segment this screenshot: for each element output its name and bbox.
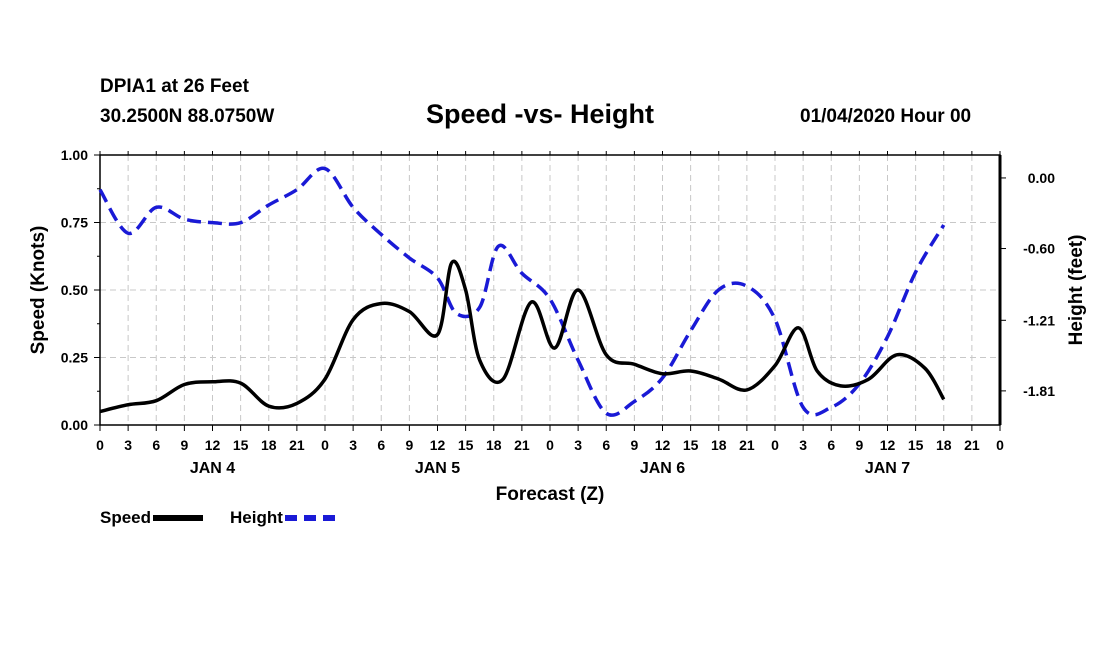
- day-label: JAN 5: [415, 460, 460, 477]
- x-tick-label: 12: [655, 437, 671, 453]
- x-tick-label: 15: [233, 437, 249, 453]
- x-tick-label: 12: [205, 437, 221, 453]
- x-tick-label: 15: [683, 437, 699, 453]
- y2-tick-label: 0.00: [1028, 170, 1055, 186]
- x-tick-label: 6: [827, 437, 835, 453]
- y-tick-label: 1.00: [61, 147, 88, 163]
- y-axis-right: 0.00 -0.60 -1.21 -1.81: [1000, 170, 1055, 399]
- coordinates-label: 30.2500N 88.0750W: [100, 106, 275, 127]
- x-tick-label: 21: [964, 437, 980, 453]
- x-tick-label: 15: [458, 437, 474, 453]
- x-tick-label: 3: [574, 437, 582, 453]
- speed-series-line: [99, 259, 946, 414]
- y-axis-left: 0.00 0.25 0.50 0.75 1.00: [61, 147, 100, 433]
- x-tick-label: 6: [602, 437, 610, 453]
- x-tick-label: 12: [880, 437, 896, 453]
- grid-lines: [100, 155, 1000, 425]
- x-axis: 0 3 6 9 12 15 18 21 0 3 6 9 12 15 18 21 0 3 6 9 12 15 18 21 0 3 6 9…: [96, 151, 1004, 477]
- day-label: JAN 4: [190, 460, 235, 477]
- x-tick-label: 21: [289, 437, 305, 453]
- x-tick-label: 0: [546, 437, 554, 453]
- x-tick-label: 9: [180, 437, 188, 453]
- forecast-datetime: 01/04/2020 Hour 00: [800, 106, 972, 127]
- y2-tick-label: -0.60: [1023, 241, 1055, 257]
- station-label: DPIA1 at 26 Feet: [100, 76, 249, 97]
- x-tick-label: 0: [96, 437, 104, 453]
- x-tick-label: 3: [124, 437, 132, 453]
- legend-speed: Speed: [100, 508, 204, 528]
- x-tick-label: 18: [711, 437, 727, 453]
- x-tick-label: 18: [936, 437, 952, 453]
- day-label: JAN 6: [640, 460, 685, 477]
- x-tick-label: 12: [430, 437, 446, 453]
- x-tick-label: 6: [152, 437, 160, 453]
- x-tick-label: 0: [771, 437, 779, 453]
- legend-height: Height: [230, 508, 335, 528]
- x-tick-label: 6: [377, 437, 385, 453]
- x-tick-label: 18: [486, 437, 502, 453]
- y2-tick-label: -1.81: [1023, 383, 1055, 399]
- x-tick-label: 21: [514, 437, 530, 453]
- x-tick-label: 21: [739, 437, 755, 453]
- chart-title: Speed -vs- Height: [426, 99, 655, 129]
- x-tick-label: 3: [349, 437, 357, 453]
- y-axis-label: Speed (Knots): [28, 226, 49, 355]
- legend-height-label: Height: [230, 508, 283, 527]
- x-axis-label: Forecast (Z): [496, 484, 605, 505]
- legend-speed-label: Speed: [100, 508, 152, 527]
- y-tick-label: 0.75: [61, 215, 88, 231]
- legend-speed-swatch: [153, 515, 204, 521]
- x-tick-label: 9: [405, 437, 413, 453]
- x-tick-label: 3: [799, 437, 807, 453]
- legend-height-swatch: [284, 515, 335, 521]
- day-label: JAN 7: [865, 460, 910, 477]
- y-tick-label: 0.50: [61, 282, 88, 298]
- x-tick-label: 15: [908, 437, 924, 453]
- x-tick-label: 9: [855, 437, 863, 453]
- y2-axis-label: Height (feet): [1066, 235, 1087, 346]
- y-tick-label: 0.00: [61, 417, 88, 433]
- x-tick-label: 0: [996, 437, 1004, 453]
- height-series-line: [98, 166, 946, 417]
- x-tick-label: 9: [630, 437, 638, 453]
- y-tick-label: 0.25: [61, 350, 88, 366]
- y2-tick-label: -1.21: [1023, 312, 1055, 328]
- x-tick-label: 18: [261, 437, 277, 453]
- x-tick-label: 0: [321, 437, 329, 453]
